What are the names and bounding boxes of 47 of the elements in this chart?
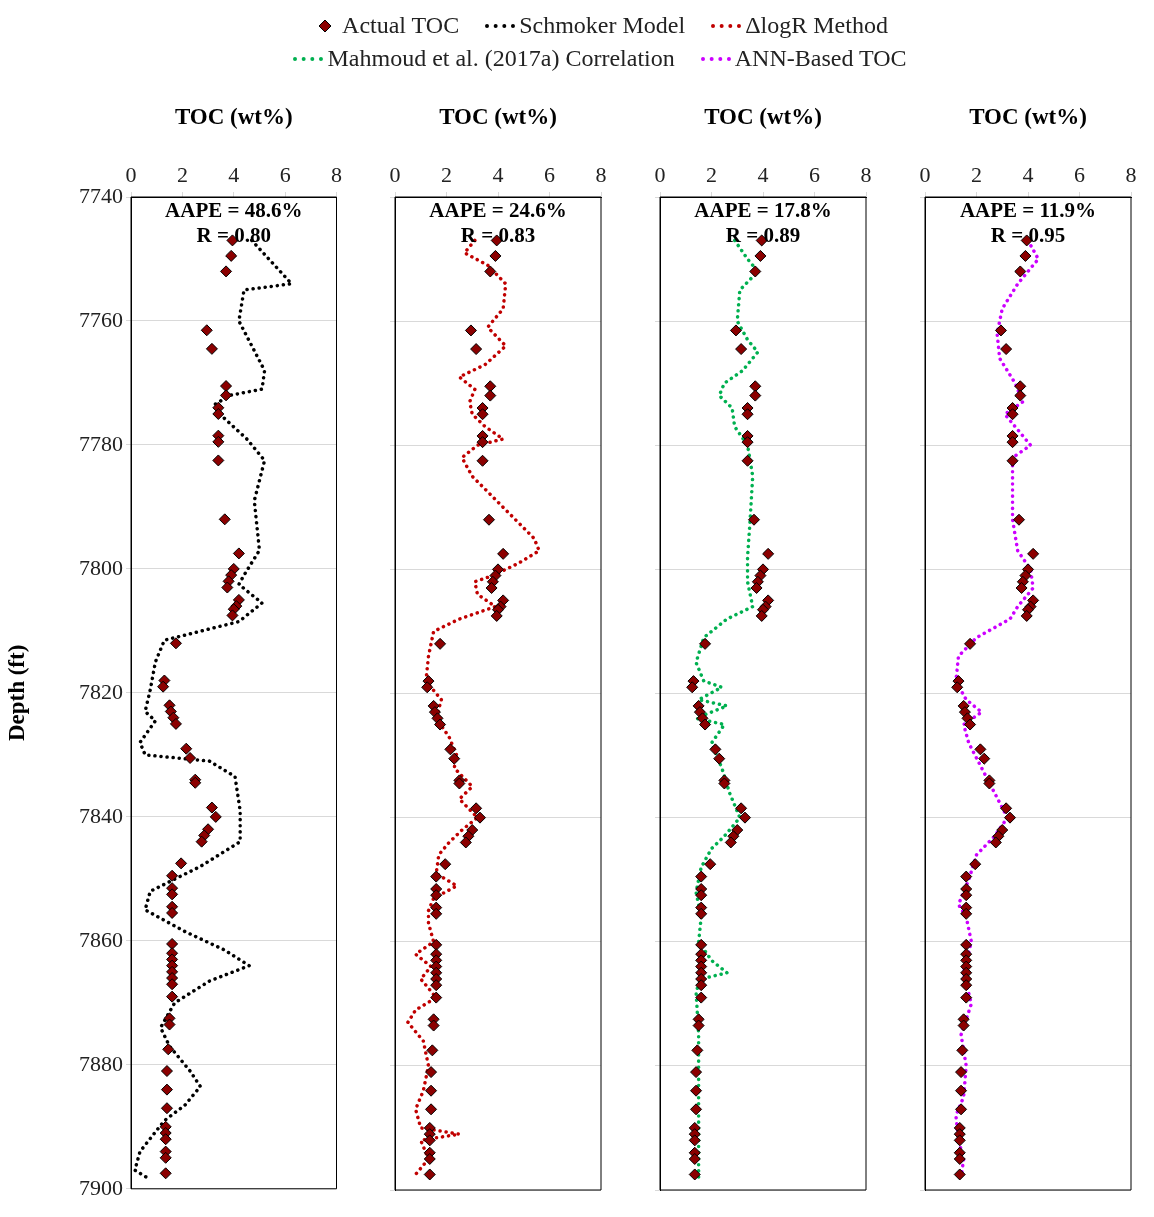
x-tick-label: 0 [654, 161, 666, 187]
y-tick-label: 7760 [79, 306, 123, 332]
annotation: AAPE = 48.6% [165, 197, 303, 222]
x-tick-label: 4 [492, 161, 504, 187]
annotation: AAPE = 11.9% [959, 197, 1097, 222]
legend-label: ANN-Based TOC [734, 45, 907, 72]
x-tick-label: 6 [809, 161, 820, 187]
y-tick-label: 7740 [79, 182, 123, 208]
y-tick-label: 7820 [79, 678, 123, 704]
x-axis-title: TOC (wt%) [174, 103, 293, 129]
annotation: R = 0.89 [725, 222, 801, 247]
x-tick-label: 4 [757, 161, 769, 187]
x-tick-label: 8 [595, 161, 607, 187]
x-tick-label: 2 [706, 161, 717, 187]
x-tick-label: 4 [1022, 161, 1034, 187]
legend-label: Mahmoud et al. (2017a) Correlation [327, 45, 675, 72]
x-tick-label: 6 [544, 161, 555, 187]
y-axis-title: Depth (ft) [3, 644, 29, 742]
annotation: R = 0.80 [196, 222, 271, 247]
legend-label: Actual TOC [342, 12, 460, 39]
annotation: AAPE = 17.8% [694, 197, 832, 222]
y-tick-label: 7780 [79, 430, 123, 456]
x-tick-label: 0 [389, 161, 401, 187]
x-axis-title: TOC (wt%) [969, 103, 1087, 129]
x-tick-label: 6 [1074, 161, 1085, 187]
x-axis-title: TOC (wt%) [704, 103, 822, 129]
x-tick-label: 0 [125, 161, 137, 187]
legend-label: Schmoker Model [519, 12, 686, 39]
y-tick-label: 7860 [79, 926, 123, 952]
x-tick-label: 4 [228, 161, 240, 187]
x-axis-title: TOC (wt%) [439, 103, 557, 129]
x-tick-label: 8 [860, 161, 872, 187]
x-tick-label: 8 [1125, 161, 1137, 187]
annotation: R = 0.95 [990, 222, 1066, 247]
y-tick-label: 7800 [79, 554, 123, 580]
x-tick-label: 0 [919, 161, 931, 187]
annotation: R = 0.83 [460, 222, 536, 247]
y-tick-label: 7900 [79, 1174, 123, 1200]
x-tick-label: 2 [441, 161, 452, 187]
x-tick-label: 2 [971, 161, 982, 187]
x-tick-label: 8 [331, 161, 342, 187]
x-tick-label: 6 [279, 161, 291, 187]
legend-label: ΔlogR Method [745, 12, 888, 39]
annotation: AAPE = 24.6% [429, 197, 567, 222]
x-tick-label: 2 [176, 161, 188, 187]
y-tick-label: 7840 [79, 802, 123, 828]
y-tick-label: 7880 [79, 1050, 123, 1076]
